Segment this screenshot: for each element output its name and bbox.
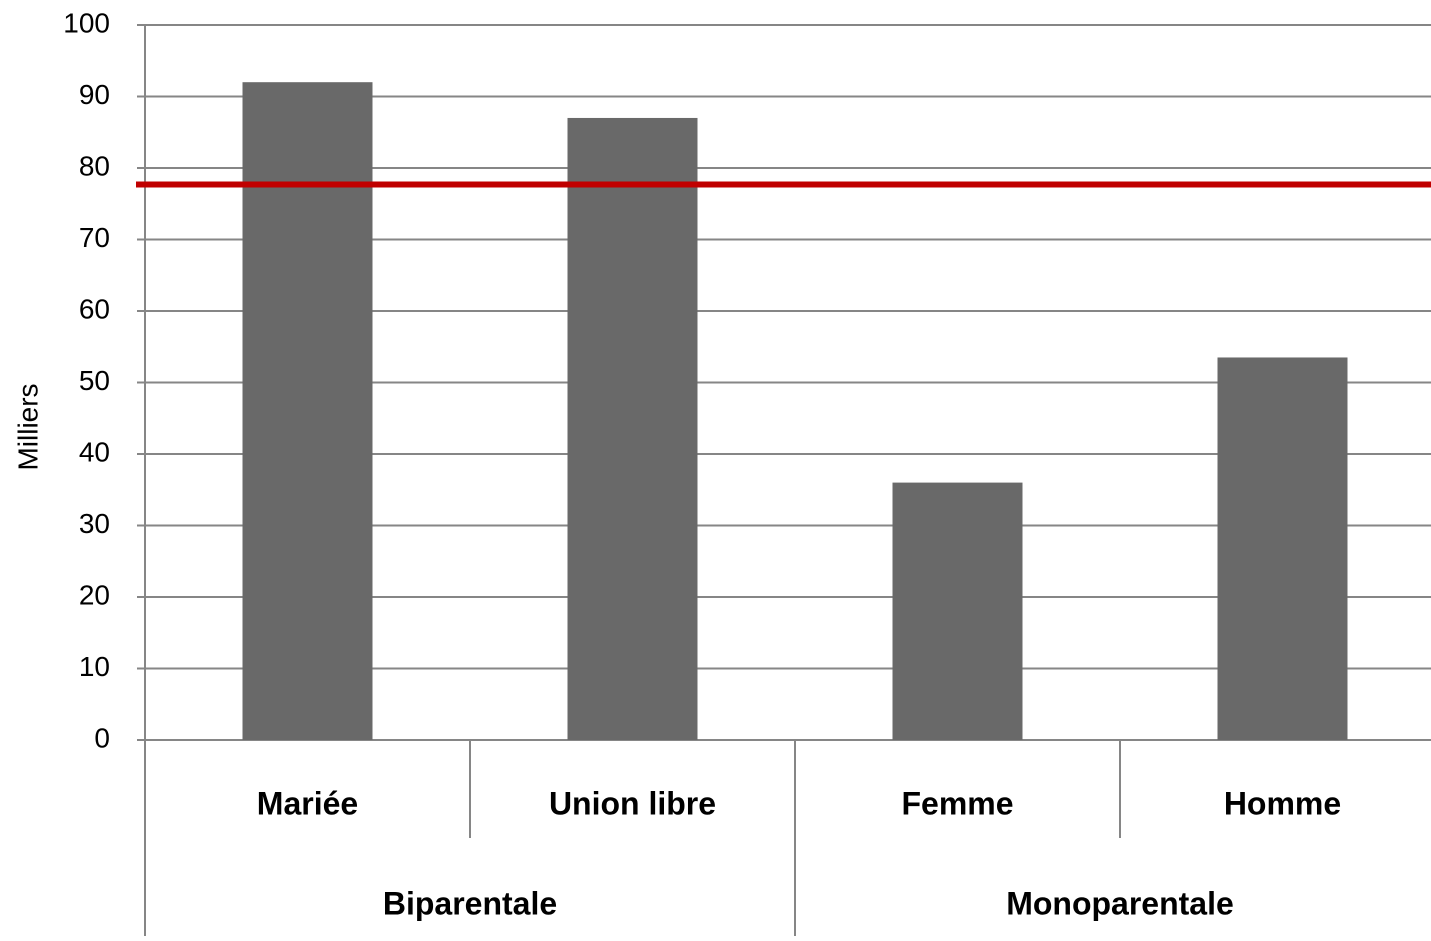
y-tick-label: 70 — [79, 222, 110, 253]
y-axis-label: Milliers — [12, 383, 43, 470]
y-tick-label: 60 — [79, 293, 110, 324]
y-tick-label: 90 — [79, 79, 110, 110]
group-label: Biparentale — [383, 885, 557, 921]
group-label: Monoparentale — [1006, 885, 1234, 921]
y-tick-label: 50 — [79, 365, 110, 396]
y-tick-label: 100 — [63, 7, 110, 38]
x-tick-label: Union libre — [549, 785, 716, 821]
y-tick-label: 10 — [79, 651, 110, 682]
y-tick-label: 30 — [79, 508, 110, 539]
x-tick-label: Homme — [1224, 785, 1341, 821]
bar — [567, 117, 698, 740]
x-tick-label: Femme — [901, 785, 1013, 821]
bar — [242, 82, 373, 740]
bar — [892, 482, 1023, 740]
bar — [1217, 357, 1348, 740]
y-tick-label: 20 — [79, 579, 110, 610]
y-tick-label: 0 — [94, 722, 110, 753]
y-tick-label: 40 — [79, 436, 110, 467]
x-tick-label: Mariée — [257, 785, 358, 821]
y-tick-label: 80 — [79, 150, 110, 181]
